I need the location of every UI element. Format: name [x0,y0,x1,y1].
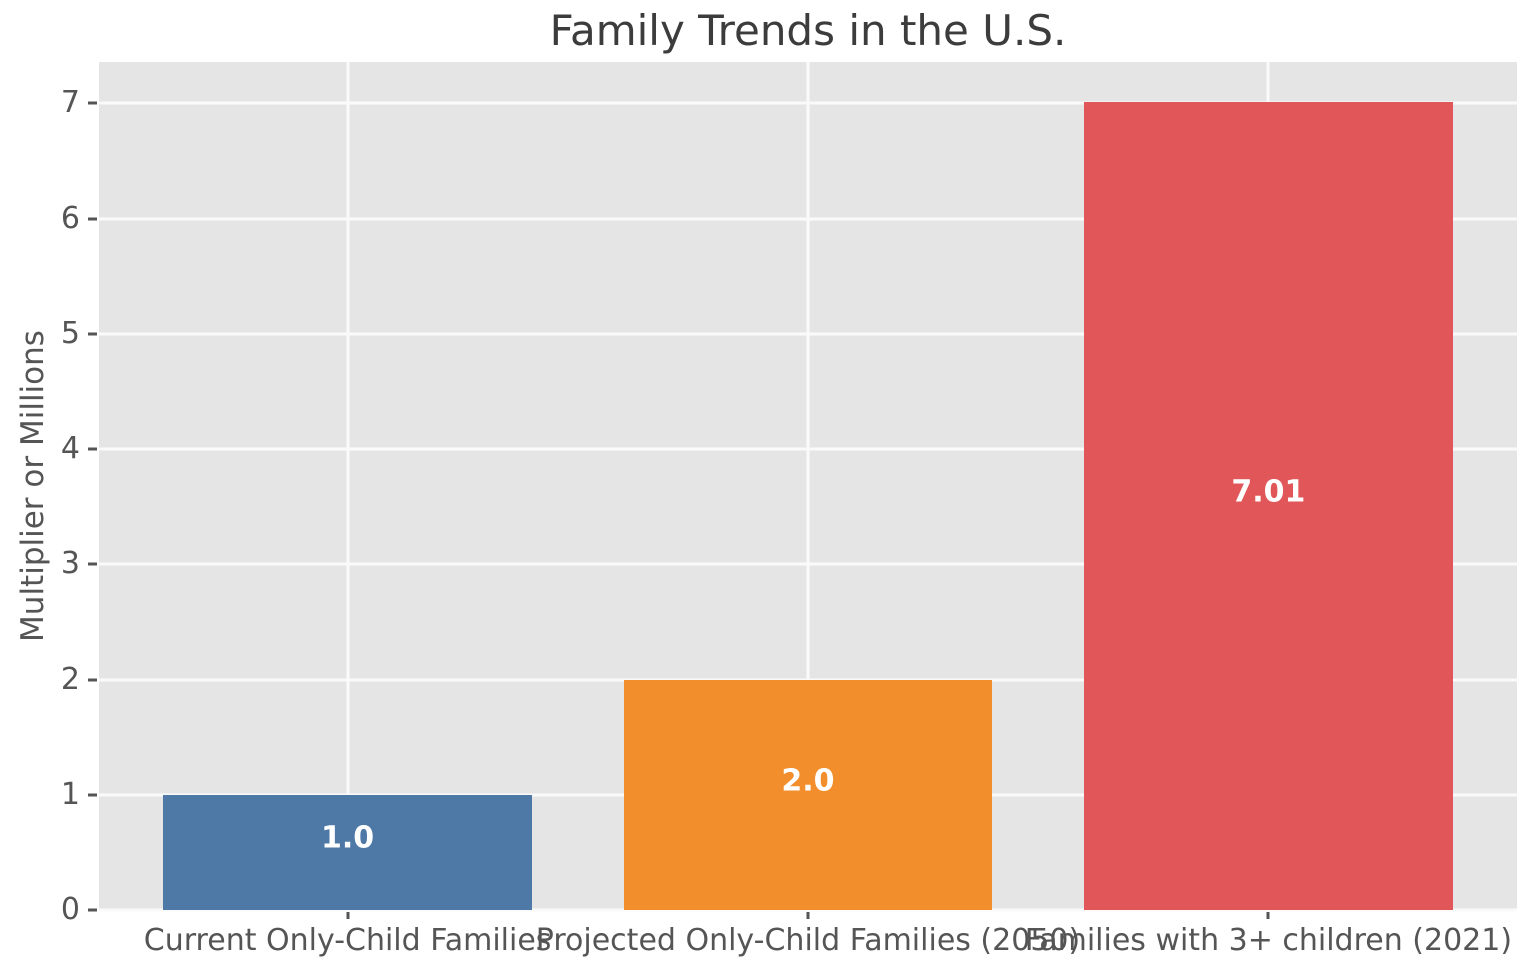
y-tick-label: 0 [60,892,80,927]
y-tick-label: 4 [60,431,80,467]
y-axis-label: Multiplier or Millions [15,330,51,642]
x-tick-label: Current Only-Child Families [143,923,552,958]
bar-value-label: 1.0 [321,820,375,856]
bar: 2.0 [623,679,993,910]
y-tick-mark [88,562,97,566]
x-tick-label: Projected Only-Child Families (2050) [535,923,1081,958]
bar: 1.0 [163,794,532,910]
y-tick-mark [88,793,97,797]
y-tick-mark [88,332,97,336]
y-tick-label: 5 [60,315,80,351]
x-tick-label: Families with 3+ children (2021) [1024,923,1513,958]
y-tick-mark [88,908,97,912]
y-tick-label: 3 [60,546,80,582]
y-tick-label: 7 [60,85,80,121]
gridline-vertical [806,62,810,910]
y-tick-label: 6 [60,200,80,236]
bar-value-label: 7.01 [1231,474,1306,510]
y-tick-label: 2 [60,661,80,697]
y-tick-mark [88,678,97,682]
y-tick-mark [88,447,97,451]
gridline-vertical [346,62,350,910]
chart-title: Family Trends in the U.S. [549,6,1067,55]
x-tick-mark [1266,912,1270,919]
y-tick-label: 1 [60,776,80,812]
gridline-horizontal [99,908,1517,912]
plot-area: 0 1 2 3 4 5 6 7 Current Only-Child Families 1.0 Pr… [61,62,1517,957]
bar: 7.01 [1084,102,1453,910]
y-tick-mark [88,101,97,105]
bar-value-label: 2.0 [781,763,835,799]
y-tick-mark [88,217,97,221]
x-tick-mark [806,912,810,919]
x-tick-mark [346,912,350,919]
